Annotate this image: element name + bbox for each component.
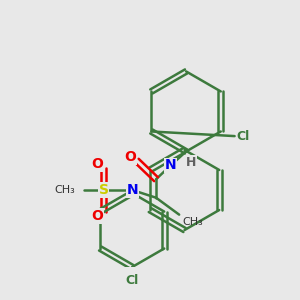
Text: N: N <box>165 158 176 172</box>
Text: Cl: Cl <box>236 130 250 142</box>
Text: O: O <box>125 150 136 164</box>
Text: N: N <box>126 183 138 197</box>
Text: CH₃: CH₃ <box>182 217 203 227</box>
Text: S: S <box>99 183 109 197</box>
Text: H: H <box>185 156 196 169</box>
Text: O: O <box>92 157 104 171</box>
Text: Cl: Cl <box>126 274 139 287</box>
Text: O: O <box>92 209 104 223</box>
Text: CH₃: CH₃ <box>55 185 75 195</box>
